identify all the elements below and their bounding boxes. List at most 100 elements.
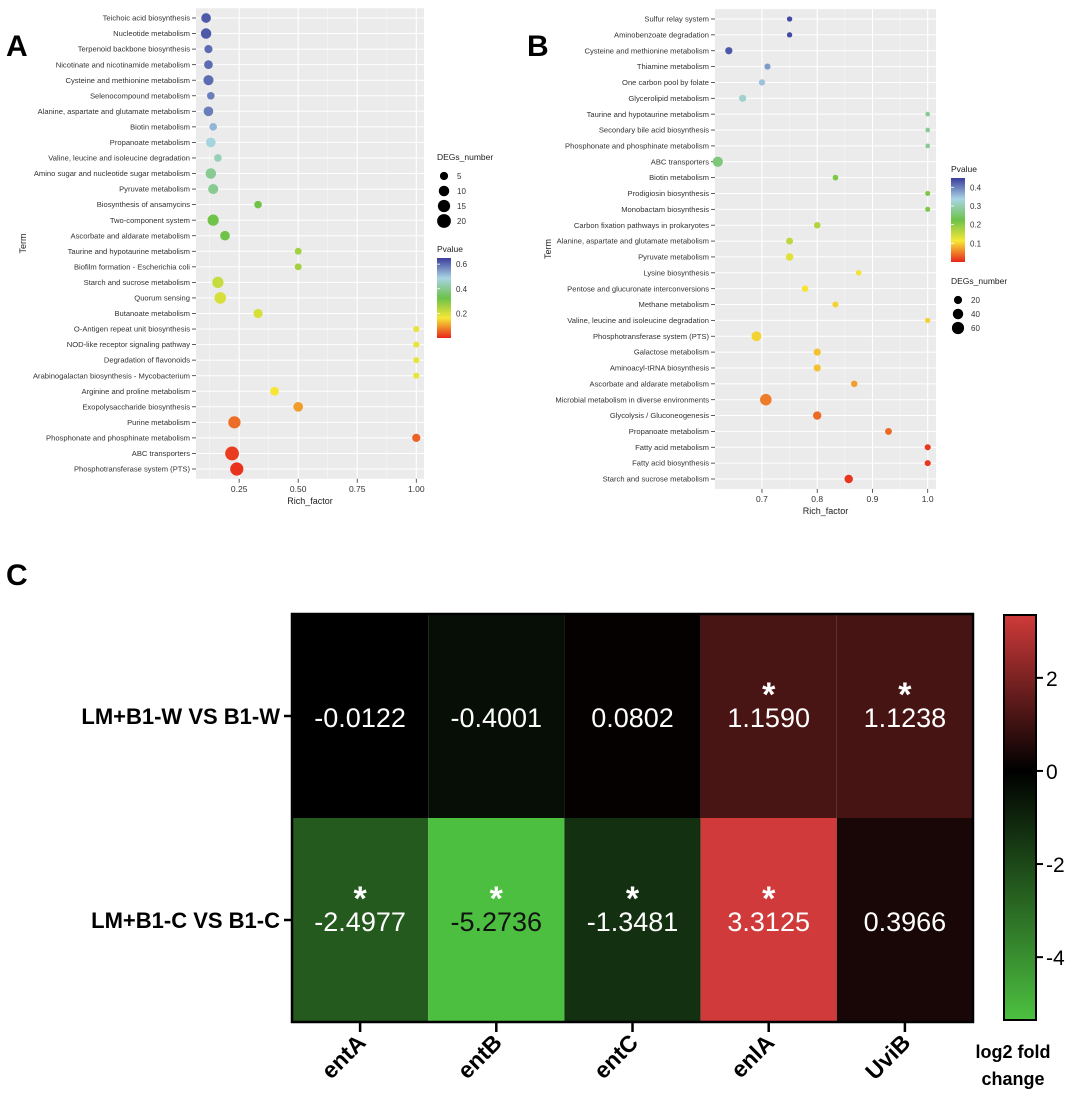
data-point bbox=[225, 446, 239, 461]
data-point bbox=[760, 393, 772, 406]
data-point bbox=[413, 341, 420, 348]
data-point bbox=[203, 106, 214, 117]
term-label: Pyruvate metabolism bbox=[638, 253, 709, 262]
data-point bbox=[844, 474, 853, 484]
data-point bbox=[208, 184, 219, 195]
data-point bbox=[293, 401, 304, 412]
term-label: One carbon pool by folate bbox=[622, 78, 709, 87]
size-legend-key bbox=[952, 308, 964, 320]
color-legend-label: 0.6 bbox=[456, 260, 468, 269]
term-label: Galactose metabolism bbox=[634, 348, 709, 357]
term-label: Methane metabolism bbox=[639, 300, 710, 309]
term-label: Biotin metabolism bbox=[130, 122, 190, 131]
term-label: Biotin metabolism bbox=[649, 173, 709, 182]
cell-value-label: 1.1590 bbox=[727, 703, 810, 733]
term-label: O-Antigen repeat unit biosynthesis bbox=[74, 325, 190, 334]
cell-value-label: 0.0802 bbox=[591, 703, 674, 733]
term-label: Propanoate metabolism bbox=[110, 138, 190, 147]
term-label: Nucleotide metabolism bbox=[113, 29, 190, 38]
color-legend-label: 0.1 bbox=[970, 239, 982, 248]
term-label: Phosphotransferase system (PTS) bbox=[74, 465, 191, 474]
term-label: Biosynthesis of ansamycins bbox=[97, 200, 190, 209]
term-label: NOD-like receptor signaling pathway bbox=[67, 340, 190, 349]
cell-value-label: -2.4977 bbox=[314, 907, 406, 937]
column-label: UviB bbox=[860, 1029, 915, 1084]
color-legend-label: 0.4 bbox=[456, 285, 468, 294]
size-legend-label: 15 bbox=[457, 202, 466, 211]
data-point bbox=[204, 45, 213, 54]
heatmap-cell bbox=[564, 818, 701, 1022]
data-point bbox=[813, 364, 821, 372]
color-legend-label: 0.2 bbox=[456, 309, 468, 318]
color-legend-title: Pvalue bbox=[951, 164, 977, 174]
term-label: Cysteine and methionine metabolism bbox=[584, 46, 709, 55]
heatmap-cell bbox=[700, 818, 837, 1022]
data-point bbox=[855, 269, 862, 276]
term-label: Arabinogalactan biosynthesis - Mycobacte… bbox=[33, 371, 190, 380]
size-legend-title: DEGs_number bbox=[437, 152, 493, 162]
significance-marker: * bbox=[762, 676, 776, 714]
x-tick-label: 0.75 bbox=[349, 484, 366, 494]
term-label: Monobactam biosynthesis bbox=[621, 205, 709, 214]
significance-marker: * bbox=[490, 880, 504, 918]
bubble-chart-b: Sulfur relay system Aminobenzoate degrada… bbox=[543, 9, 1007, 516]
data-point bbox=[786, 16, 793, 22]
size-legend-label: 40 bbox=[971, 310, 980, 319]
size-legend-label: 5 bbox=[457, 172, 462, 181]
panel-label-c: C bbox=[6, 559, 28, 592]
data-point bbox=[739, 94, 747, 102]
size-legend-key bbox=[439, 171, 449, 181]
y-axis-label: Term bbox=[18, 234, 28, 254]
column-label: entC bbox=[588, 1029, 643, 1084]
significance-marker: * bbox=[353, 880, 367, 918]
cell-value-label: -1.3481 bbox=[587, 907, 679, 937]
data-point bbox=[813, 411, 822, 420]
data-point bbox=[253, 308, 263, 319]
colorbar-tick-label: -2 bbox=[1046, 854, 1065, 877]
term-label: Carbon fixation pathways in prokaryotes bbox=[574, 221, 709, 230]
data-point bbox=[207, 214, 219, 226]
data-point bbox=[214, 154, 222, 162]
term-label: ABC transporters bbox=[132, 449, 190, 458]
term-label: Fatty acid metabolism bbox=[635, 443, 709, 452]
term-label: Arginine and proline metabolism bbox=[82, 387, 190, 396]
color-legend-bar bbox=[951, 178, 965, 262]
heatmap-cell bbox=[428, 614, 565, 818]
x-tick-label: 0.9 bbox=[867, 494, 879, 504]
data-point bbox=[205, 137, 216, 148]
x-tick-label: 0.7 bbox=[756, 494, 768, 504]
panel-label-b: B bbox=[527, 30, 549, 63]
data-point bbox=[205, 168, 217, 179]
term-label: Terpenoid backbone biosynthesis bbox=[78, 45, 190, 54]
size-legend-key bbox=[951, 321, 965, 335]
data-point bbox=[924, 460, 931, 467]
colorbar-tick-label: -4 bbox=[1046, 947, 1065, 970]
term-label: Degradation of flavonoids bbox=[104, 356, 190, 365]
term-label: Pyruvate metabolism bbox=[119, 185, 190, 194]
significance-marker: * bbox=[898, 676, 912, 714]
data-point bbox=[850, 380, 858, 388]
term-label: Alanine, aspartate and glutamate metabol… bbox=[557, 237, 709, 246]
term-label: ABC transporters bbox=[651, 157, 709, 166]
heatmap-cell bbox=[564, 614, 701, 818]
data-point bbox=[214, 292, 227, 304]
term-label: Quorum sensing bbox=[134, 294, 190, 303]
size-legend-label: 60 bbox=[971, 324, 980, 333]
data-point bbox=[712, 156, 723, 167]
heatmap-cell bbox=[836, 614, 973, 818]
colorbar-title-line2: change bbox=[981, 1069, 1044, 1089]
data-point bbox=[925, 317, 931, 324]
cell-value-label: 0.3966 bbox=[864, 907, 947, 937]
term-label: Teichoic acid biosynthesis bbox=[103, 14, 191, 23]
cell-value-label: -0.0122 bbox=[314, 703, 406, 733]
x-axis-label: Rich_factor bbox=[803, 506, 849, 516]
data-point bbox=[228, 416, 241, 429]
term-label: Valine, leucine and isoleucine degradati… bbox=[567, 316, 709, 325]
data-point bbox=[751, 331, 762, 342]
data-point bbox=[207, 91, 215, 100]
data-point bbox=[924, 444, 931, 451]
term-label: Exopolysaccharide biosynthesis bbox=[82, 402, 190, 411]
x-axis-label: Rich_factor bbox=[287, 496, 333, 506]
term-label: Two-component system bbox=[110, 216, 190, 225]
data-point bbox=[925, 206, 931, 212]
